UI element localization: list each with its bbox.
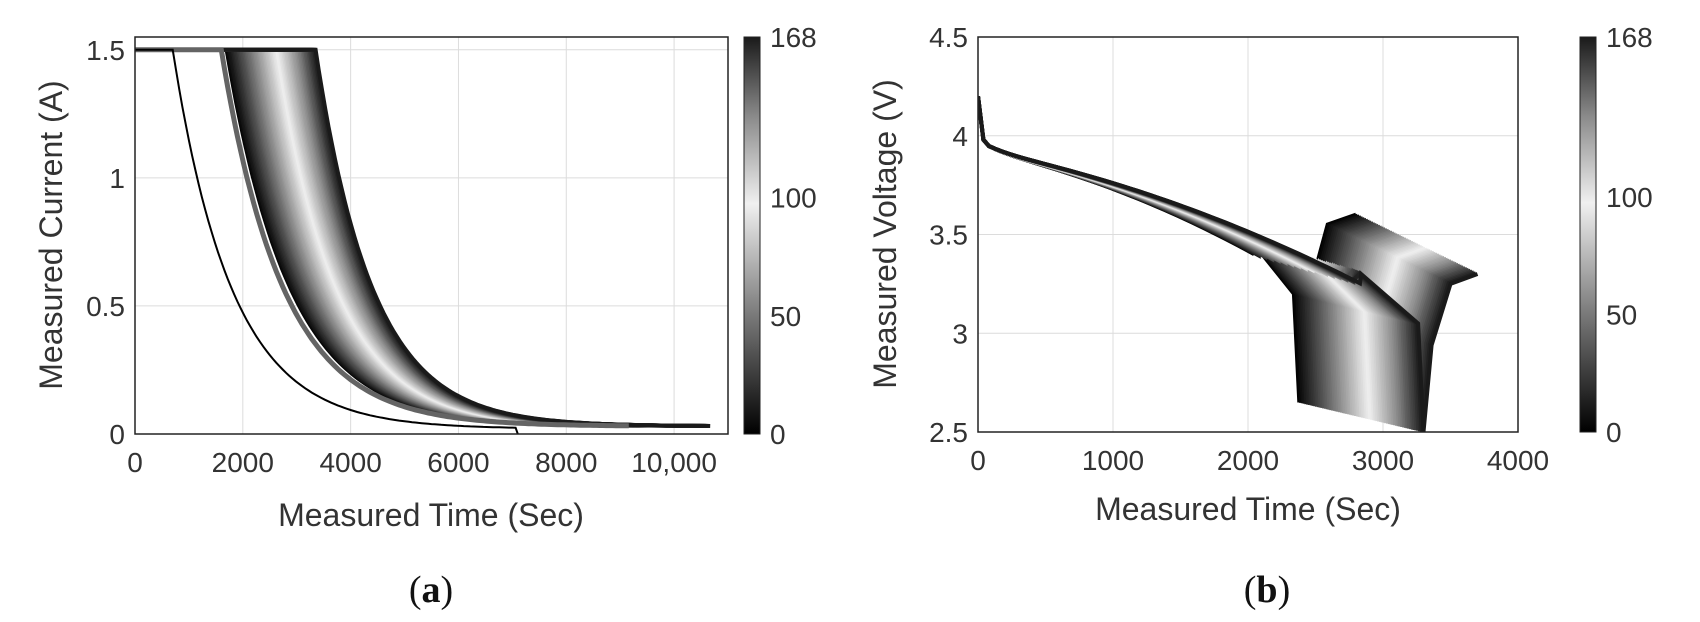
x-tick-label: 4000 (319, 447, 381, 478)
current-series-line-cycle-0 (135, 48, 519, 434)
panel-b-voltage-chart: 0 1000 2000 3000 4000 2.533.544.5 Measured T… (867, 22, 1653, 527)
panel-b-caption-open: ( (1243, 569, 1257, 611)
colorbar-tick-label: 100 (770, 183, 817, 214)
x-tick-label: 1000 (1082, 445, 1144, 476)
panel-b-x-axis-label: Measured Time (Sec) (1095, 491, 1401, 527)
x-tick-label: 2000 (212, 447, 274, 478)
voltage-series-line (978, 95, 1376, 408)
panel-b-plot-frame (977, 36, 1519, 433)
x-tick-label: 10,000 (631, 447, 717, 478)
x-tick-label: 2000 (1217, 445, 1279, 476)
y-tick-label: 1 (109, 163, 125, 194)
x-tick-label: 0 (127, 447, 143, 478)
colorbar-tick-label: 50 (770, 301, 801, 332)
panel-a-x-ticks: 0 2000 4000 6000 8000 10,000 (127, 447, 717, 478)
panel-a-current-chart: 0 2000 4000 6000 8000 10,000 0 0.5 1 1.5 Measure… (33, 22, 817, 533)
voltage-series-line (978, 95, 1479, 432)
colorbar-tick-label: 168 (1606, 22, 1653, 53)
panel-a-y-axis-label: Measured Current (A) (33, 80, 69, 389)
panel-a-colorbar (743, 36, 761, 435)
panel-a-caption-open: ( (408, 569, 422, 611)
voltage-series-line (978, 95, 1378, 408)
panel-a-caption-close: ) (440, 569, 454, 611)
panel-b-x-ticks: 0 1000 2000 3000 4000 (970, 445, 1549, 476)
panel-b-y-ticks: 2.5 3 3.5 4 4.5 (929, 22, 968, 448)
y-tick-label: 3 (952, 318, 968, 349)
panel-a-x-axis-label: Measured Time (Sec) (278, 497, 584, 533)
panel-a-colorbar-ticks: 0 50 100 168 (770, 22, 817, 450)
panel-a-plot-frame (134, 36, 729, 435)
colorbar-tick-label: 0 (1606, 417, 1622, 448)
x-tick-label: 8000 (535, 447, 597, 478)
colorbar-tick-label: 100 (1606, 182, 1653, 213)
colorbar-tick-label: 0 (770, 419, 786, 450)
y-tick-label: 3.5 (929, 220, 968, 251)
y-tick-label: 2.5 (929, 417, 968, 448)
panel-b-colorbar-ticks: 0 50 100 168 (1606, 22, 1653, 448)
x-tick-label: 0 (970, 445, 986, 476)
panel-a-grid (135, 37, 728, 434)
y-tick-label: 1.5 (86, 35, 125, 66)
panel-b-series-group (978, 95, 1479, 432)
current-series-line-cycle-1 (135, 47, 629, 429)
y-tick-label: 4.5 (929, 22, 968, 53)
x-tick-label: 4000 (1487, 445, 1549, 476)
panel-a-series-group (135, 47, 711, 434)
colorbar-tick-label: 168 (770, 22, 817, 53)
panel-b-colorbar (1579, 36, 1597, 433)
panel-a-y-ticks: 0 0.5 1 1.5 (86, 35, 125, 450)
panel-a-caption-letter: a (421, 569, 441, 611)
current-series-line (135, 47, 711, 428)
panel-b-caption: (b) (1227, 568, 1307, 612)
y-tick-label: 0.5 (86, 291, 125, 322)
x-tick-label: 6000 (427, 447, 489, 478)
panel-b-caption-close: ) (1277, 569, 1291, 611)
y-tick-label: 4 (952, 121, 968, 152)
colorbar-tick-label: 50 (1606, 299, 1637, 330)
voltage-series-line (978, 95, 1373, 407)
panel-a-caption: (a) (391, 568, 471, 612)
panel-b-caption-letter: b (1256, 569, 1278, 611)
voltage-series-line (978, 95, 1375, 407)
x-tick-label: 3000 (1352, 445, 1414, 476)
y-tick-label: 0 (109, 419, 125, 450)
panel-b-y-axis-label: Measured Voltage (V) (867, 79, 903, 389)
